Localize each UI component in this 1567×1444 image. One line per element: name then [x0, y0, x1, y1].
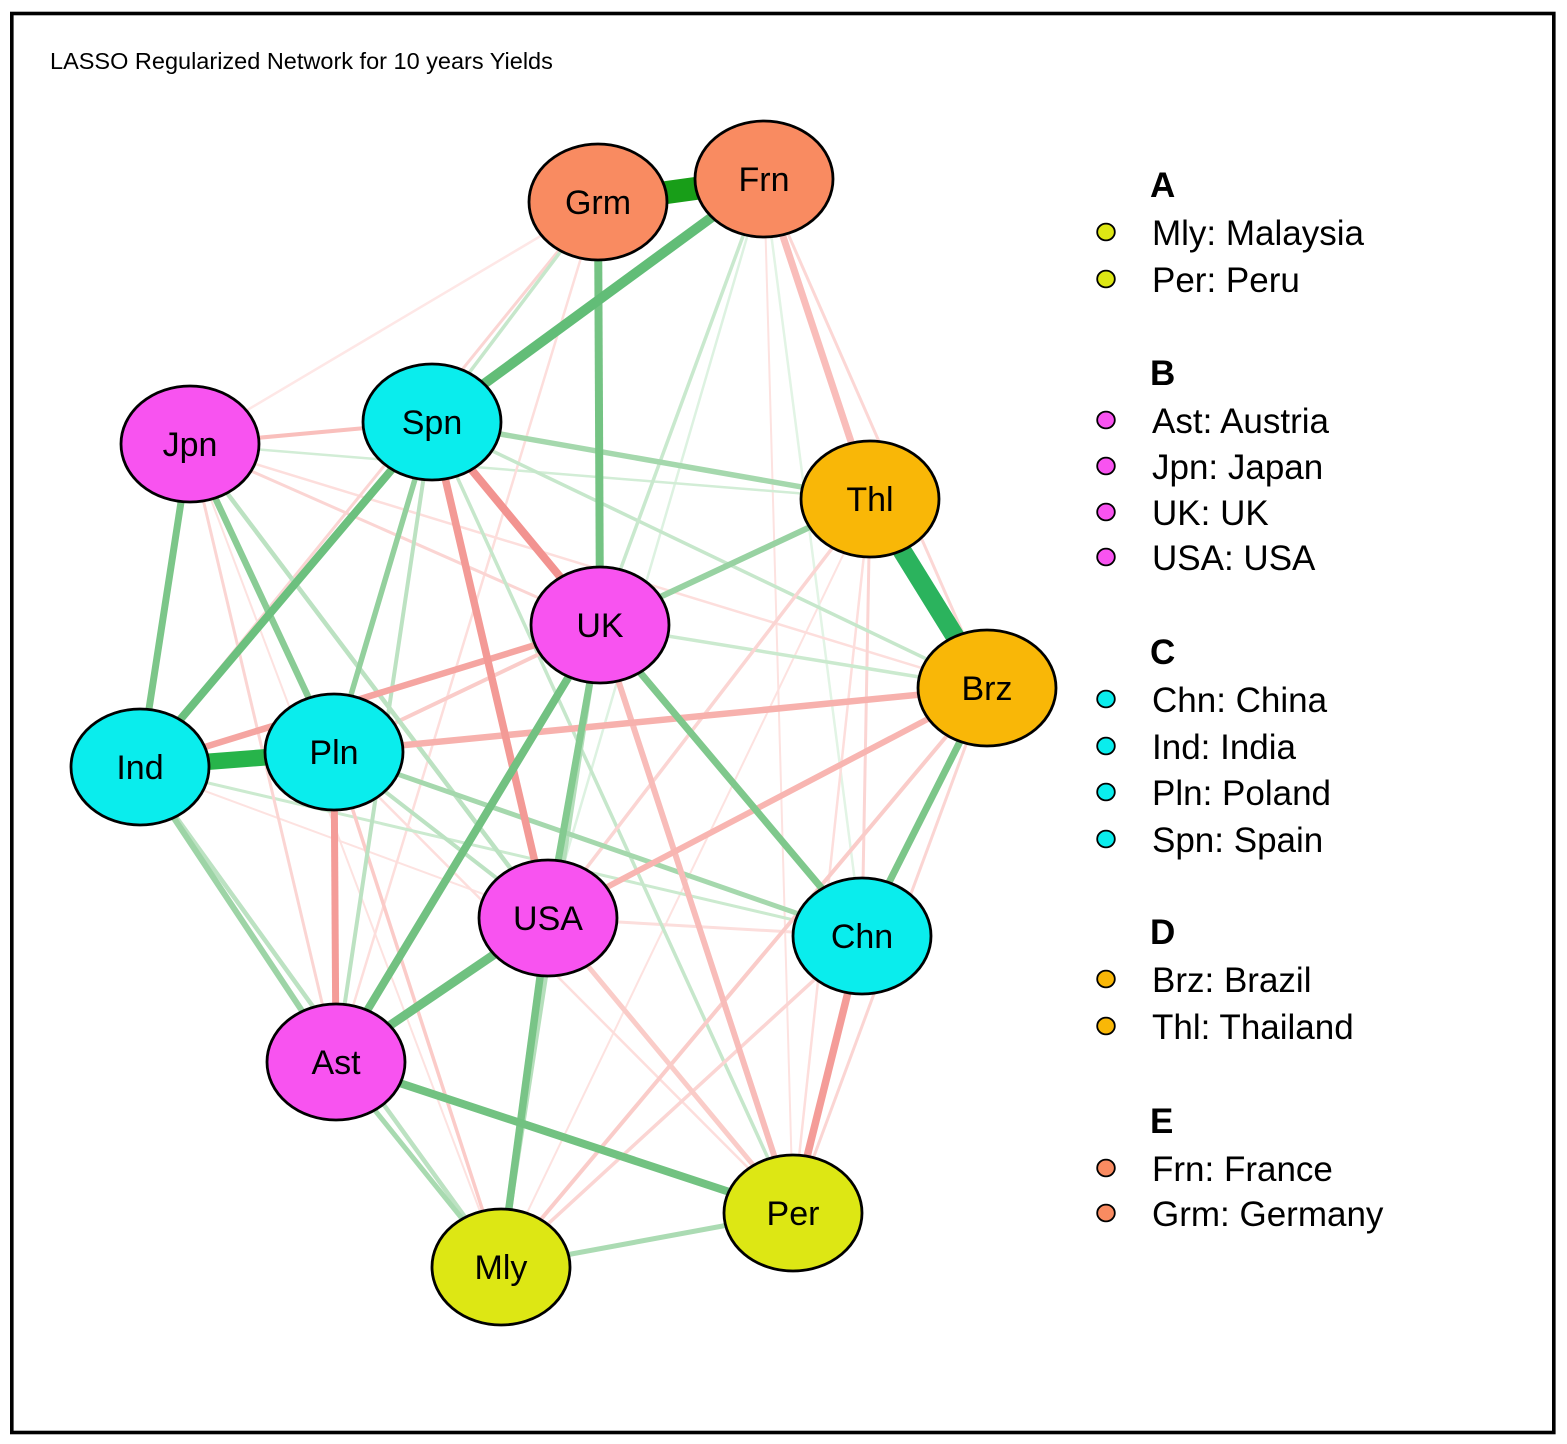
svg-text:Ind: Ind [116, 749, 163, 787]
svg-text:Grm: Germany: Grm: Germany [1152, 1195, 1384, 1234]
svg-text:Chn: China: Chn: China [1152, 681, 1328, 720]
svg-text:Pln: Pln [309, 734, 358, 772]
svg-text:Thl: Thailand: Thl: Thailand [1152, 1008, 1354, 1047]
svg-text:Ast: Ast [311, 1044, 361, 1082]
svg-text:Jpn: Jpn [163, 426, 218, 464]
svg-text:Brz: Brazil: Brz: Brazil [1152, 961, 1311, 1000]
svg-text:Per: Peru: Per: Peru [1152, 261, 1300, 300]
svg-text:USA: USA: USA: USA [1152, 539, 1316, 578]
svg-text:Chn: Chn [831, 918, 893, 956]
svg-text:UK: UK [576, 607, 624, 645]
svg-text:Spn: Spn [402, 404, 463, 442]
svg-text:Thl: Thl [846, 481, 893, 519]
svg-text:Spn: Spain: Spn: Spain [1152, 821, 1323, 860]
svg-text:B: B [1150, 354, 1175, 393]
svg-text:LASSO Regularized Network for: LASSO Regularized Network for 10 years Y… [50, 48, 553, 74]
svg-text:Pln: Poland: Pln: Poland [1152, 774, 1331, 813]
svg-text:Frn: Frn [739, 161, 790, 199]
svg-text:Mly: Malaysia: Mly: Malaysia [1152, 214, 1365, 253]
svg-text:Jpn: Japan: Jpn: Japan [1152, 448, 1323, 487]
svg-text:C: C [1150, 633, 1175, 672]
svg-text:D: D [1150, 913, 1175, 952]
svg-text:UK: UK: UK: UK [1152, 494, 1269, 533]
svg-text:Ast: Austria: Ast: Austria [1152, 402, 1330, 441]
svg-text:Frn: France: Frn: France [1152, 1150, 1333, 1189]
svg-text:Ind: India: Ind: India [1152, 728, 1297, 767]
svg-text:Brz: Brz [962, 670, 1013, 708]
svg-text:E: E [1150, 1102, 1173, 1141]
svg-text:Grm: Grm [565, 184, 631, 222]
svg-text:Per: Per [767, 1195, 820, 1233]
svg-text:A: A [1150, 166, 1175, 205]
svg-text:USA: USA [513, 900, 583, 938]
svg-text:Mly: Mly [475, 1249, 528, 1287]
